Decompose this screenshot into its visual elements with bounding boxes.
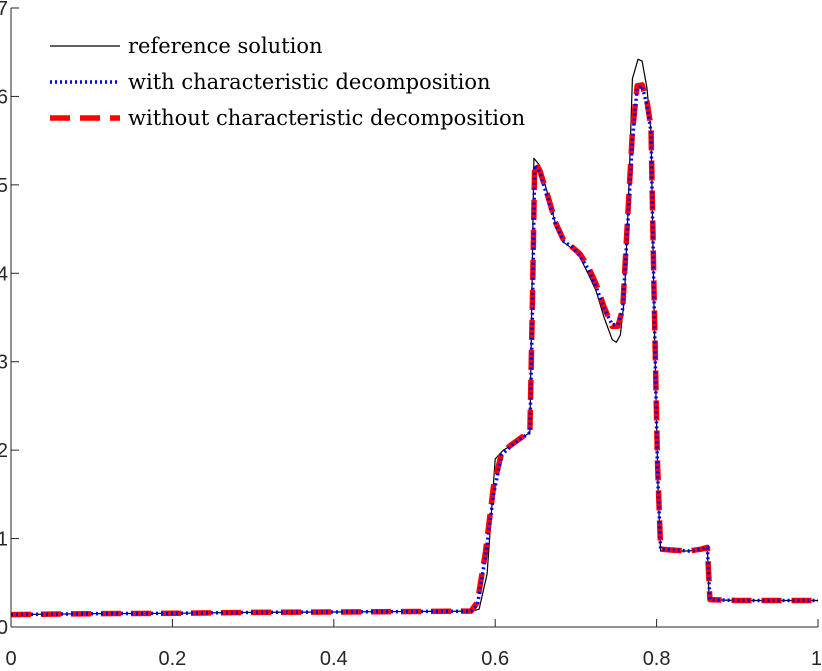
series-layer [10, 58, 818, 618]
legend-label: reference solution [128, 34, 323, 58]
y-tick-label: 3 [0, 352, 8, 374]
x-tick-label: 0.4 [320, 648, 348, 670]
legend-label: with characteristic decomposition [128, 70, 491, 94]
x-tick-label: 1 [811, 648, 822, 670]
y-tick-label: 2 [0, 440, 8, 462]
x-tick-label: 0.8 [643, 648, 671, 670]
y-tick-label: 1 [0, 529, 8, 551]
series-line-dashed [10, 82, 818, 618]
series-line-dotted [10, 84, 818, 617]
x-tick-label: 0.2 [158, 648, 186, 670]
y-tick-label: 7 [0, 0, 8, 20]
y-tick-label: 6 [0, 86, 8, 108]
legend-label: without characteristic decomposition [128, 106, 525, 130]
x-tick-label: 0.6 [481, 648, 509, 670]
legend: reference solution with characteristic de… [50, 34, 525, 130]
y-tick-label: 4 [0, 263, 8, 285]
y-tick-label: 0 [0, 617, 8, 639]
series-line-solid [10, 58, 818, 616]
y-tick-label: 5 [0, 175, 8, 197]
x-tick-label: 0 [5, 648, 16, 670]
